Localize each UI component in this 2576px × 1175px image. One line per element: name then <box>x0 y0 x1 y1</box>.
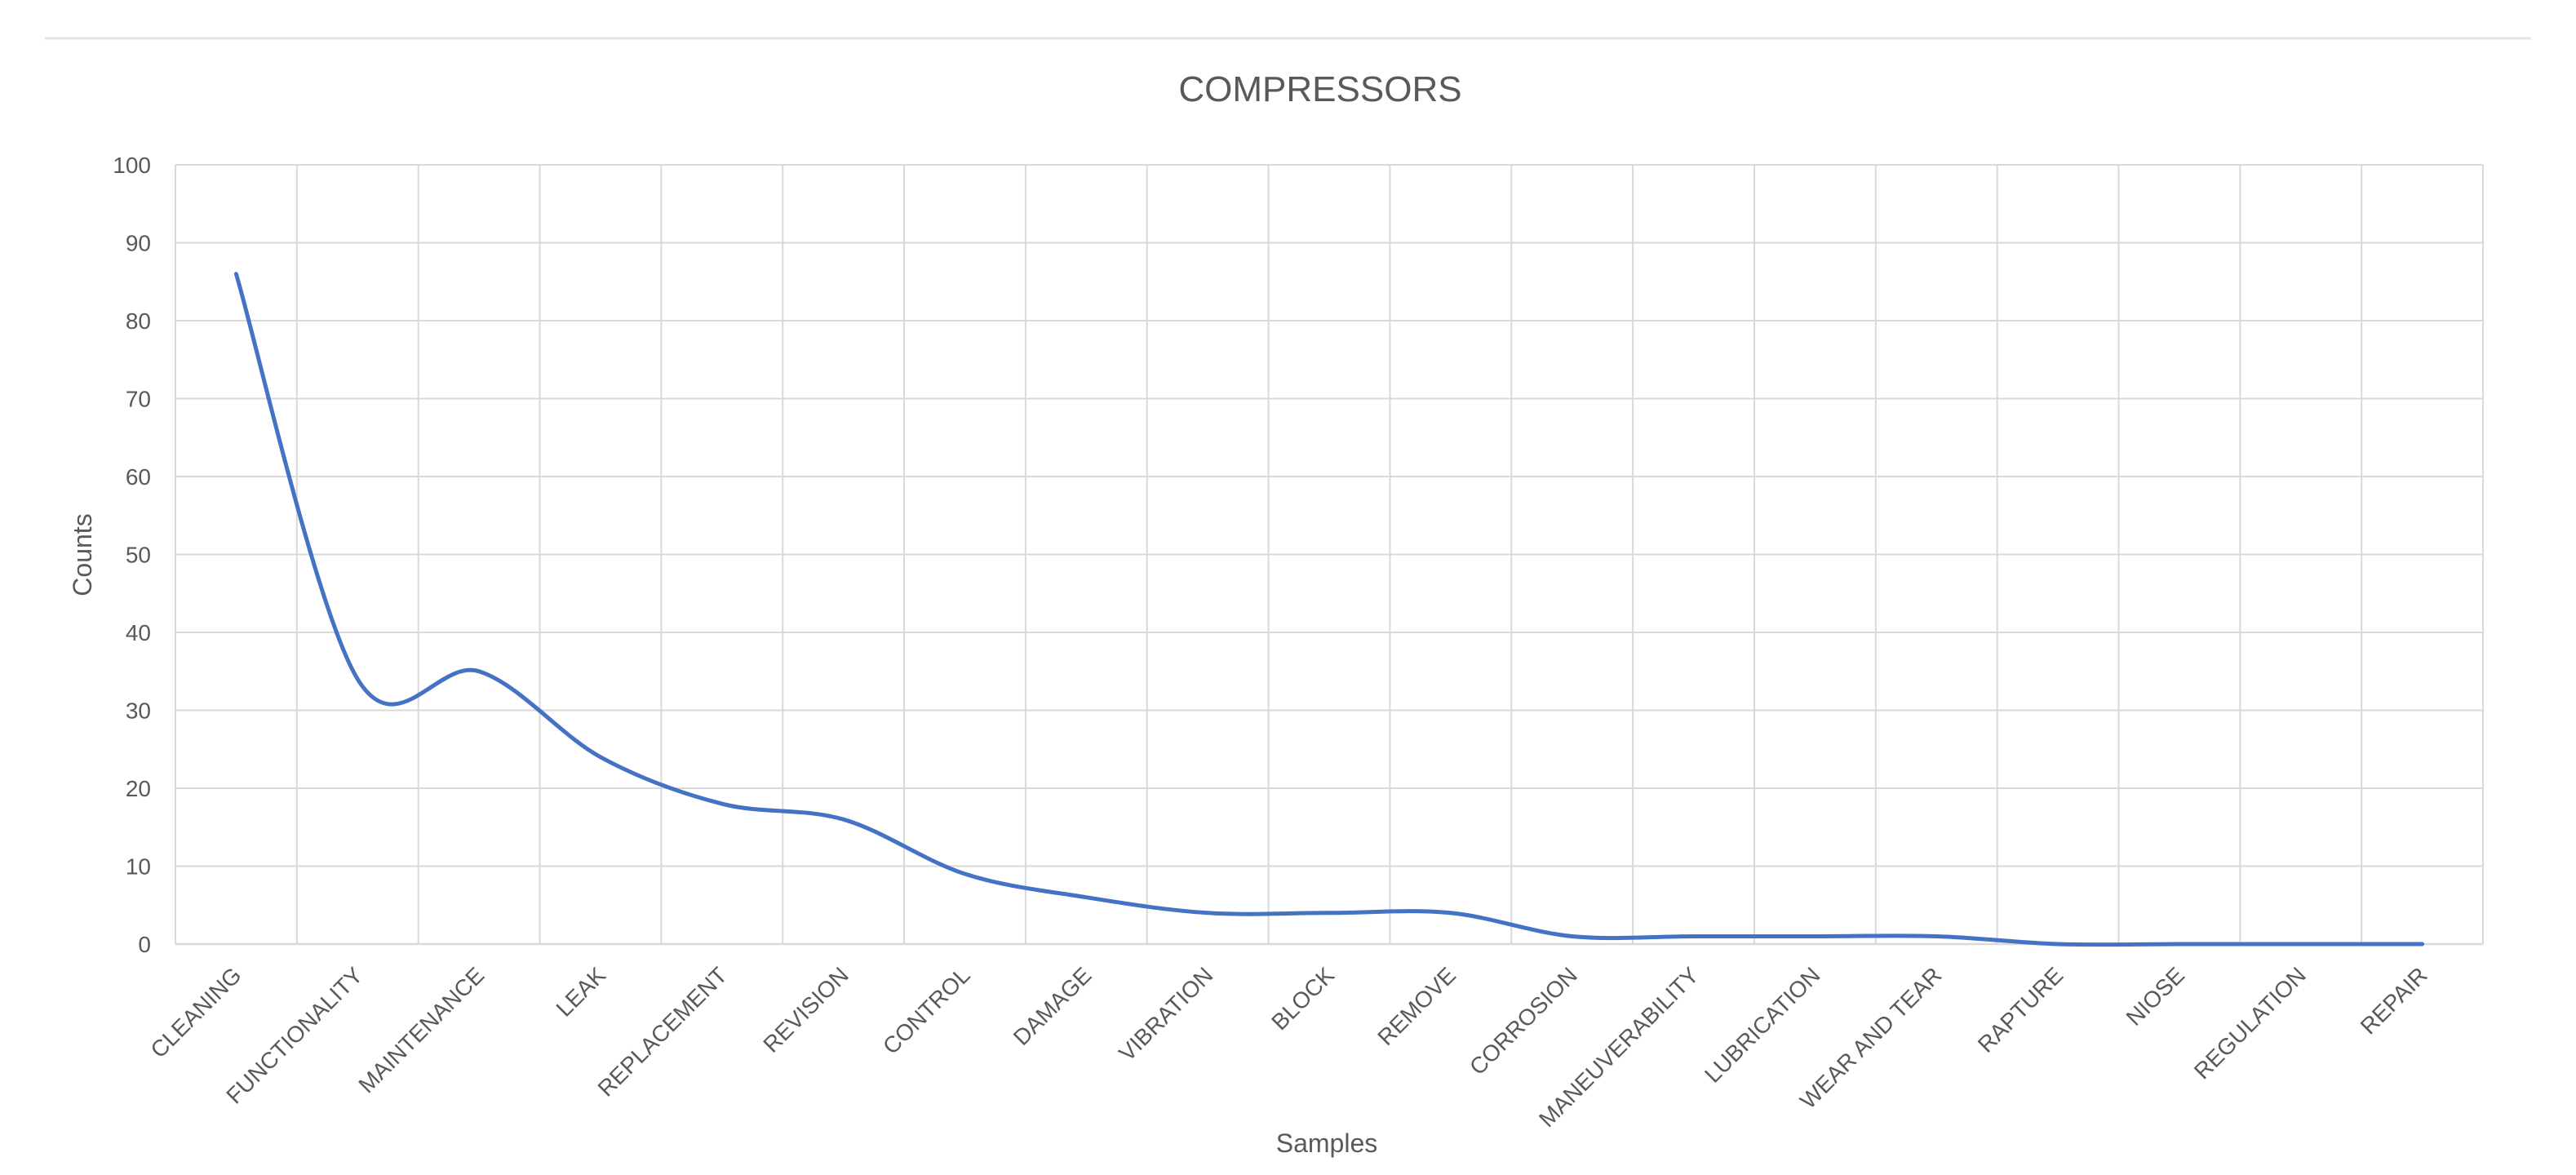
y-tick-label: 70 <box>126 387 151 412</box>
series-line <box>233 272 2425 947</box>
x-tick-label: DAMAGE <box>1009 962 1097 1050</box>
y-axis-tick-labels: 0 10 20 30 40 50 60 70 80 90 100 <box>113 153 151 957</box>
x-tick-label: CONTROL <box>878 962 975 1059</box>
x-tick-label: LUBRICATION <box>1700 962 1825 1088</box>
x-tick-label: FUNCTIONALITY <box>221 962 367 1108</box>
x-tick-label: VIBRATION <box>1114 962 1217 1066</box>
x-tick-label: REGULATION <box>2189 962 2311 1084</box>
x-tick-label: REPLACEMENT <box>593 962 732 1101</box>
gridlines <box>175 164 2484 946</box>
x-tick-label: REVISION <box>758 962 853 1058</box>
y-tick-label: 50 <box>126 543 151 568</box>
data-points <box>233 272 2424 947</box>
y-axis-title: Counts <box>68 513 97 596</box>
x-tick-label: MAINTENANCE <box>353 962 489 1097</box>
x-tick-label: CLEANING <box>146 962 246 1062</box>
y-tick-label: 0 <box>138 932 151 957</box>
x-tick-label: REMOVE <box>1372 962 1461 1050</box>
x-axis-title: Samples <box>1276 1128 1378 1158</box>
y-tick-label: 100 <box>113 153 151 178</box>
y-tick-label: 60 <box>126 464 151 490</box>
x-tick-label: BLOCK <box>1266 962 1339 1035</box>
chart-title: COMPRESSORS <box>1178 69 1461 109</box>
y-tick-label: 30 <box>126 698 151 724</box>
y-tick-label: 20 <box>126 776 151 801</box>
x-tick-label: CORROSION <box>1465 962 1582 1080</box>
y-tick-label: 40 <box>126 620 151 645</box>
y-tick-label: 90 <box>126 231 151 256</box>
x-tick-label: REPAIR <box>2356 962 2432 1039</box>
y-tick-label: 10 <box>126 854 151 880</box>
y-tick-label: 80 <box>126 308 151 334</box>
x-tick-label: NIOSE <box>2122 962 2190 1031</box>
x-tick-label: LEAK <box>552 962 611 1022</box>
x-tick-label: RAPTURE <box>1973 962 2068 1058</box>
